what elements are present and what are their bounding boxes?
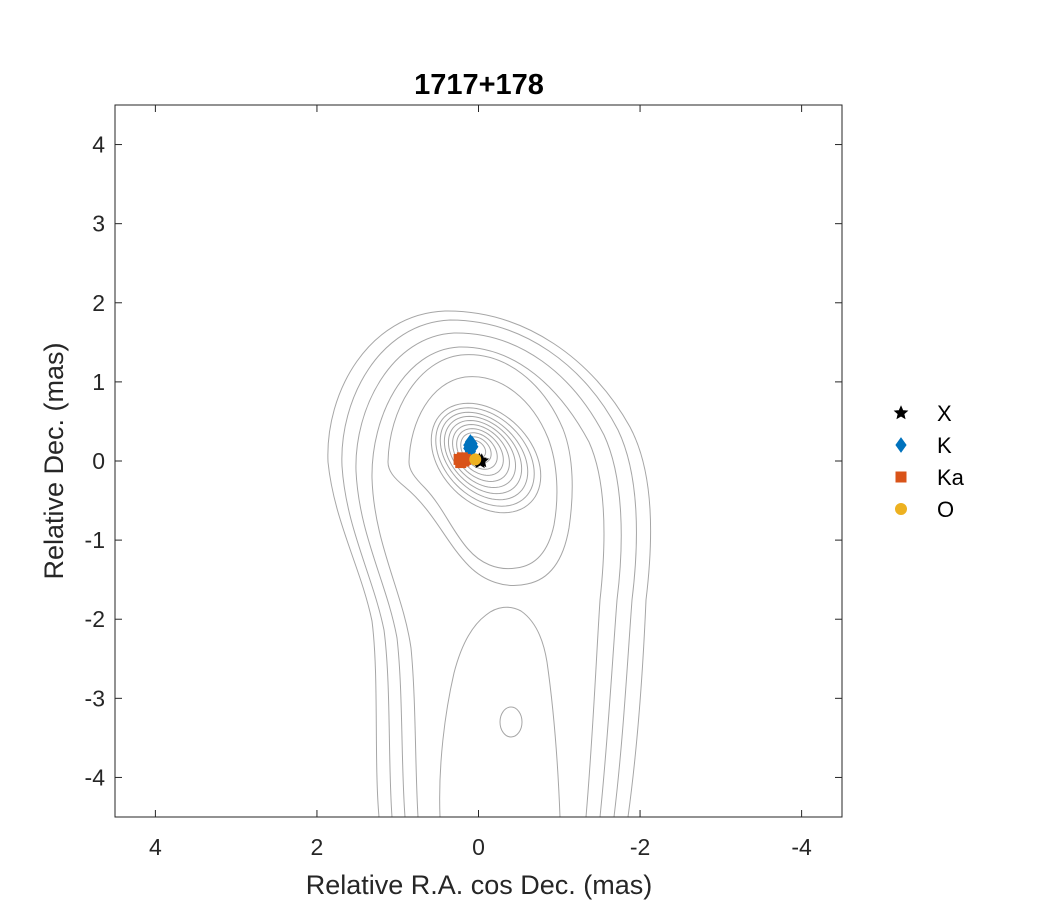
x-axis-label: Relative R.A. cos Dec. (mas) xyxy=(306,870,653,900)
y-tick-label: 3 xyxy=(92,211,105,237)
legend-label-o: O xyxy=(937,497,954,522)
series-ka xyxy=(453,452,472,469)
x-tick-label: -2 xyxy=(630,834,650,860)
y-tick-label: 0 xyxy=(92,448,105,474)
x-axis-ticks: 4 2 0 -2 -4 xyxy=(149,105,812,860)
series-o xyxy=(469,453,482,466)
y-tick-label: -4 xyxy=(85,764,106,790)
legend-label-x: X xyxy=(937,401,952,426)
legend-label-ka: Ka xyxy=(937,465,965,490)
y-tick-label: -1 xyxy=(85,527,105,553)
data-point-ka xyxy=(453,453,465,465)
y-tick-label: 4 xyxy=(92,132,105,158)
series-layer xyxy=(453,434,490,469)
chart-title: 1717+178 xyxy=(414,69,544,101)
legend-item-x: X xyxy=(893,401,952,426)
legend-marker-ka xyxy=(895,471,907,483)
x-tick-label: 4 xyxy=(149,834,162,860)
x-tick-label: 2 xyxy=(311,834,324,860)
y-axis-label: Relative Dec. (mas) xyxy=(39,342,69,579)
legend-item-ka: Ka xyxy=(895,465,965,490)
series-k xyxy=(463,434,479,460)
plot-frame xyxy=(114,104,843,818)
y-tick-label: 1 xyxy=(92,369,105,395)
y-tick-label: 2 xyxy=(92,290,105,316)
legend-label-k: K xyxy=(937,433,952,458)
x-tick-label: 0 xyxy=(472,834,485,860)
x-tick-label: -4 xyxy=(791,834,812,860)
legend-marker-o xyxy=(895,503,907,515)
legend: XK Ka O xyxy=(893,401,965,522)
y-tick-label: -2 xyxy=(85,606,105,632)
y-axis-ticks: 4 3 2 1 0 -1 -2 -3 -4 xyxy=(85,132,842,790)
legend-marker-x xyxy=(893,405,909,420)
legend-item-k: K xyxy=(895,433,952,458)
data-point-o xyxy=(469,453,482,466)
y-tick-label: -3 xyxy=(85,685,105,711)
contour-map xyxy=(327,310,652,818)
legend-marker-k xyxy=(895,437,907,453)
legend-item-o: O xyxy=(895,497,954,522)
